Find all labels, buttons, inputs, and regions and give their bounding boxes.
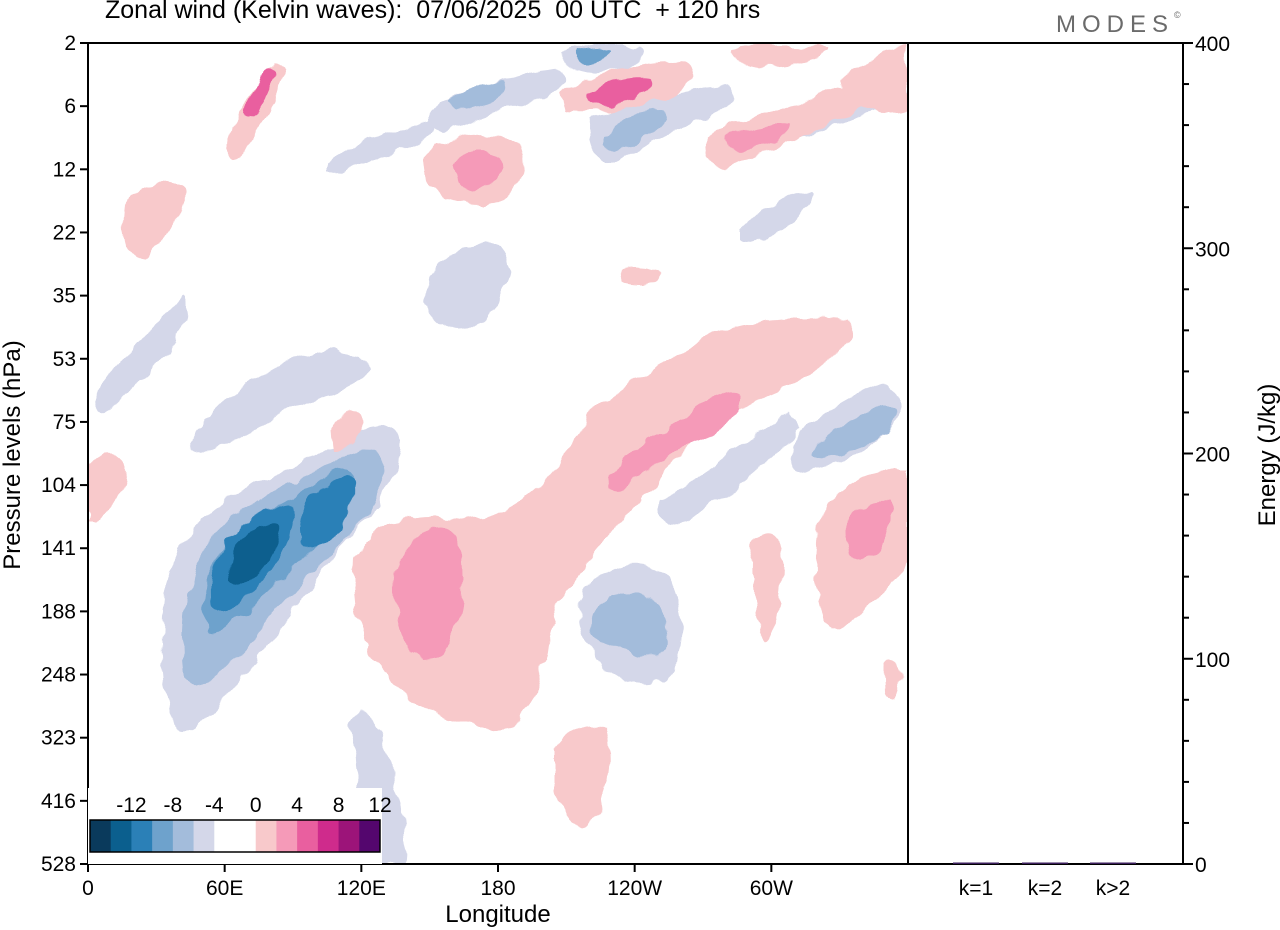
pressure-tick-label: 528 — [41, 853, 76, 876]
colorbar-swatch — [317, 820, 340, 852]
colorbar-swatch — [276, 820, 298, 852]
neg-band-mid2 — [189, 350, 370, 453]
neg-contour-14 — [228, 522, 281, 586]
pos-column — [753, 531, 782, 640]
pressure-tick-label: 22 — [53, 221, 76, 244]
energy-bar — [1090, 862, 1136, 864]
colorbar-swatch — [90, 820, 112, 852]
pos-top-far — [730, 45, 831, 67]
energy-bar — [1022, 862, 1068, 864]
pressure-tick-label: 35 — [53, 285, 76, 308]
colorbar-label: -4 — [205, 794, 224, 817]
colorbar-swatch — [359, 820, 381, 852]
colorbar-label: 8 — [333, 794, 345, 817]
pressure-tick-label: 416 — [41, 790, 76, 813]
pressure-tick-label: 141 — [41, 537, 76, 560]
energy-tick-label: 100 — [1195, 649, 1230, 672]
pressure-tick-label: 75 — [53, 411, 76, 434]
colorbar-swatch — [110, 820, 132, 852]
neg-top-1-in — [450, 80, 508, 108]
energy-category-label: k=2 — [1028, 877, 1062, 900]
pressure-tick-label: 12 — [53, 158, 76, 181]
pressure-axis: 2 6 12 22 35 53 75 104 141 188 248 323 416 528 — [41, 32, 88, 876]
colorbar: -12 -8 -4 0 4 8 12 — [88, 788, 392, 864]
energy-category-label: k>2 — [1096, 877, 1130, 900]
energy-tick-label: 0 — [1195, 854, 1207, 877]
longitude-tick-label: 120W — [607, 877, 662, 900]
pos-top-6-in — [585, 77, 650, 105]
longitude-tick-label: 0 — [82, 877, 94, 900]
pos-top-right-edge — [840, 45, 908, 113]
pressure-tick-label: 188 — [41, 600, 76, 623]
colorbar-swatch — [131, 820, 153, 852]
pressure-tick-label: 104 — [41, 474, 76, 497]
pos-top-blob-12-in — [454, 150, 502, 190]
longitude-axis: 0 60E 120E 180 120W 60W — [82, 864, 793, 900]
neg-top-3-in — [605, 110, 667, 148]
colorbar-swatch — [214, 820, 236, 852]
colorbar-label: -12 — [116, 794, 146, 817]
colorbar-swatch — [255, 820, 277, 852]
colorbar-label: -8 — [164, 794, 183, 817]
colorbar-swatch — [297, 820, 319, 852]
pos-right-8 — [845, 501, 892, 560]
wind-contour-field — [88, 43, 908, 864]
energy-axis-label: Energy (J/kg) — [1254, 384, 1280, 527]
pos-small-low-right — [885, 660, 901, 700]
longitude-tick-label: 60E — [206, 877, 243, 900]
longitude-tick-label: 60W — [750, 877, 793, 900]
pos-left-edge — [88, 453, 125, 525]
pos-main-8 — [395, 528, 463, 660]
modes-logo: MODES© — [1056, 10, 1181, 38]
colorbar-label: 0 — [250, 794, 262, 817]
neg-top-5 — [740, 190, 814, 243]
pressure-tick-label: 2 — [64, 32, 76, 55]
pressure-tick-label: 6 — [64, 95, 76, 118]
energy-tick-label: 300 — [1195, 238, 1230, 261]
neg-blob-upper — [424, 245, 512, 330]
energy-category-label: k=1 — [959, 877, 993, 900]
colorbar-frame — [89, 819, 381, 853]
neg-top-4 — [330, 120, 434, 173]
pressure-tick-label: 248 — [41, 664, 76, 687]
y-axis-label: Pressure levels (hPa) — [0, 340, 26, 569]
neg-right-slant — [659, 410, 800, 524]
pos-upper-band-8 — [608, 392, 741, 492]
colorbar-swatch — [338, 820, 360, 852]
pos-small-mid — [620, 267, 662, 284]
longitude-tick-label: 120E — [337, 877, 386, 900]
energy-panel-frame — [907, 42, 1184, 865]
neg-top-1 — [428, 68, 569, 131]
energy-bar — [953, 862, 999, 864]
pressure-tick-label: 323 — [41, 727, 76, 750]
colorbar-swatch — [193, 820, 215, 852]
pos-main-4 — [354, 318, 852, 729]
energy-bars: k=1 k=2 k>2 — [953, 862, 1136, 900]
pos-top-leftslant-in — [245, 70, 274, 116]
longitude-tick-label: 180 — [480, 877, 515, 900]
neg-band-mid — [94, 296, 188, 415]
colorbar-swatch — [152, 820, 174, 852]
colorbar-swatch — [172, 820, 195, 852]
colorbar-label: 12 — [368, 794, 391, 817]
energy-tick-label: 200 — [1195, 444, 1230, 467]
pos-lower-blob — [555, 725, 609, 828]
colorbar-label: 4 — [291, 794, 303, 817]
pressure-tick-label: 53 — [53, 348, 76, 371]
pos-slant-mid — [330, 411, 365, 450]
logo-text: MODES — [1056, 11, 1175, 38]
energy-axis: 0 100 200 300 400 — [1183, 33, 1230, 877]
neg-blob-right-in — [813, 404, 894, 458]
x-axis-label: Longitude — [445, 901, 550, 928]
neg-blob-lower-mid-in — [589, 594, 669, 659]
pos-top-left — [123, 182, 185, 259]
pos-top-rightband-in — [725, 124, 791, 150]
chart-title: Zonal wind (Kelvin waves): 07/06/2025 00… — [105, 0, 761, 24]
neg-top-2-in — [573, 47, 612, 63]
colorbar-swatch — [235, 820, 257, 852]
neg-secondary — [300, 477, 356, 549]
energy-tick-label: 400 — [1195, 33, 1230, 56]
